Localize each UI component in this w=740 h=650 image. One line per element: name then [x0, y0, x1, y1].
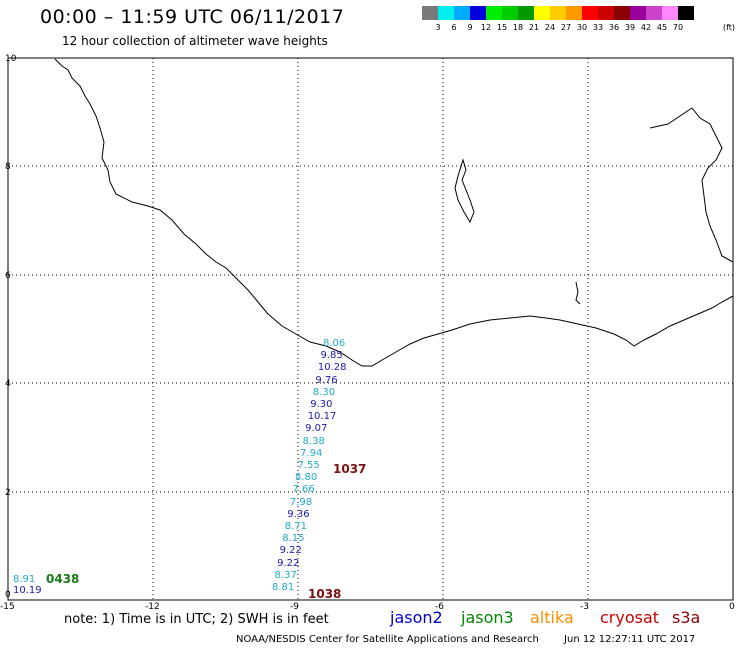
map-subtitle: 12 hour collection of altimeter wave hei… [62, 34, 328, 48]
color-swatch [470, 6, 486, 20]
color-swatch [582, 6, 598, 20]
wave-height-value: 9.85 [320, 350, 343, 362]
color-swatch [646, 6, 662, 20]
color-scale-tick: 6 [451, 23, 457, 32]
wave-height-value: 7.94 [300, 447, 323, 459]
x-axis-tick-label: -9 [290, 602, 299, 612]
y-axis-tick-label: 6 [5, 271, 11, 281]
wave-height-value: 8.30 [312, 386, 336, 398]
wave-height-value: 10.17 [307, 411, 337, 423]
wave-height-value: 8.80 [294, 472, 318, 484]
legend-altika: altika [530, 608, 574, 627]
color-scale-tick: 36 [608, 23, 620, 32]
wave-height-value: 10.28 [317, 362, 347, 374]
time-label-1037: 1037 [333, 462, 367, 476]
color-swatch [566, 6, 582, 20]
peninsula [575, 281, 581, 305]
map-title: 00:00 – 11:59 UTC 06/11/2017 [40, 6, 345, 28]
footer-timestamp: Jun 12 12:27:11 UTC 2017 [564, 634, 696, 645]
x-axis-tick-label: -15 [0, 602, 15, 612]
legend-jason2: jason2 [390, 608, 443, 627]
wave-height-value: 8.15 [282, 533, 305, 545]
map-frame [7, 57, 734, 601]
color-scale-tick: 30 [576, 23, 588, 32]
color-scale-tick: 3 [435, 23, 441, 32]
map-grid [8, 58, 733, 600]
color-swatch [534, 6, 550, 20]
coastline [54, 58, 734, 367]
wave-height-value: 9.36 [287, 508, 310, 520]
x-axis-tick-label: -6 [435, 602, 444, 612]
wave-height-value: 9.22 [277, 557, 300, 569]
color-scale-unit: (ft) [723, 23, 736, 32]
color-swatch [422, 6, 438, 20]
wave-height-value: 8.38 [302, 435, 325, 447]
wave-height-value: 9.76 [315, 374, 338, 386]
color-swatch [438, 6, 454, 20]
wave-height-value: 8.81 [272, 582, 295, 593]
color-scale-tick: 33 [592, 23, 604, 32]
y-axis-tick-label: 0 [5, 590, 11, 600]
wave-height-value: 7.66 [292, 484, 315, 496]
color-scale-bar [422, 6, 694, 20]
legend-cryosat: cryosat [600, 608, 660, 627]
color-scale-tick: 42 [640, 23, 652, 32]
wave-height-value: 8.71 [284, 521, 308, 532]
y-axis-tick-label: 8 [5, 162, 11, 172]
x-axis-tick-label: -3 [580, 602, 589, 612]
color-scale-tick: 12 [480, 23, 492, 32]
color-swatch [614, 6, 630, 20]
footer: NOAA/NESDIS Center for Satellite Applica… [236, 634, 695, 645]
color-swatch [486, 6, 502, 20]
color-scale-tick: 39 [624, 23, 636, 32]
island-shape [454, 158, 475, 224]
x-axis-tick-label: 0 [729, 602, 735, 612]
color-swatch [630, 6, 646, 20]
color-scale-tick: 9 [467, 23, 473, 32]
wave-height-value: 8.06 [323, 338, 346, 349]
time-label-0438: 0438 [46, 572, 80, 586]
color-swatch [678, 6, 694, 20]
color-scale-tick: 70 [672, 23, 684, 32]
wave-height-value: 7.55 [297, 460, 320, 471]
wave-height-value: 7.98 [289, 496, 313, 508]
wave-height-value: 9.22 [279, 545, 302, 557]
y-axis-tick-label: 2 [5, 488, 11, 498]
wave-height-value: 9.30 [310, 399, 333, 410]
wave-height-corner-2: 10.19 [13, 585, 42, 596]
color-swatch [502, 6, 518, 20]
wave-height-value: 8.37 [274, 569, 297, 581]
wave-height-value: 9.07 [305, 423, 328, 435]
color-swatch [518, 6, 534, 20]
color-scale-tick: 24 [544, 23, 556, 32]
color-swatch [598, 6, 614, 20]
x-axis-tick-label: -12 [145, 602, 160, 612]
color-scale-tick: 27 [560, 23, 572, 32]
footer-credit: NOAA/NESDIS Center for Satellite Applica… [236, 634, 539, 645]
y-axis-tick-label: 10 [5, 54, 17, 64]
color-swatch [454, 6, 470, 20]
y-axis-tick-label: 4 [5, 379, 11, 389]
color-scale-tick: 21 [528, 23, 540, 32]
legend-s3a: s3a [672, 608, 701, 627]
coastline-east [649, 107, 734, 263]
wave-height-corner-1: 8.91 [13, 574, 36, 585]
color-scale-tick: 18 [512, 23, 524, 32]
color-scale-tick: 45 [656, 23, 668, 32]
time-label-1038: 1038 [308, 587, 342, 601]
legend-jason3: jason3 [461, 608, 514, 627]
color-swatch [550, 6, 566, 20]
note-text: note: 1) Time is in UTC; 2) SWH is in fe… [64, 612, 329, 627]
color-scale-tick: 15 [496, 23, 508, 32]
color-swatch [662, 6, 678, 20]
